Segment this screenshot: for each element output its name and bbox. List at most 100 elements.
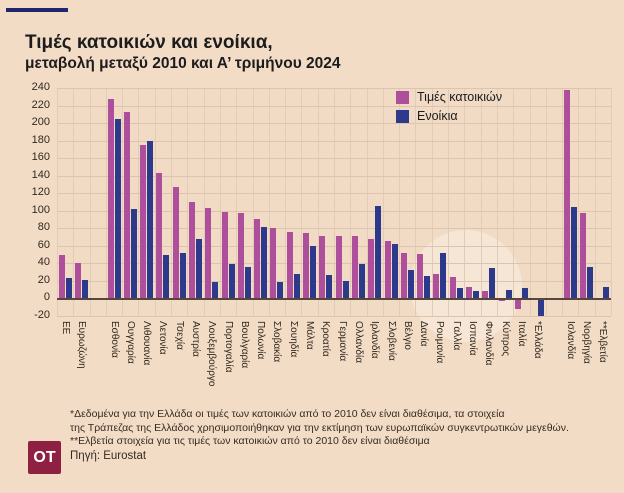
bar-house-Ισλανδία [564,90,570,299]
bar-rent-ΕΕ [66,278,72,298]
bar-house-Πολωνία [254,219,260,299]
bar-rent-Σλοβακία [277,282,283,299]
bar-rent-Ισπανία [473,291,479,298]
gridline-horizontal [57,158,611,159]
gridline-vertical [171,88,172,316]
gridline-vertical [562,88,563,316]
bar-rent-Γερμανία [343,281,349,299]
bar-rent-Ρουμανία [440,253,446,299]
gridline-vertical [415,88,416,316]
bar-rent-Βουλγαρία [245,267,251,299]
x-tick-label-Νορβηγία: Νορβηγία [581,321,593,364]
bar-house-Μάλτα [303,233,309,299]
gridline-vertical [318,88,319,316]
bar-house-Ισπανία [466,287,472,298]
gridline-vertical [350,88,351,316]
source-label: Πηγή: Eurostat [70,450,147,462]
bar-rent-Γαλλία [457,288,463,299]
gridline-vertical [367,88,368,316]
x-tick-label-Ουγγαρία: Ουγγαρία [124,321,136,364]
y-tick-label: 60 [37,238,50,251]
gridline-vertical [464,88,465,316]
bar-house-Δανία [417,254,423,299]
x-tick-label-Ολλανδία: Ολλανδία [352,321,364,363]
bar-rent-Κροατία [326,275,332,299]
y-tick-label: 200 [31,116,50,129]
gridline-vertical [155,88,156,316]
bar-house-Βουλγαρία [238,213,244,298]
y-tick-label: 240 [31,81,50,93]
bar-rent-**Ελβετία [603,287,609,298]
gridline-vertical [73,88,74,316]
gridline-vertical [90,88,91,316]
gridline-horizontal [57,176,611,177]
bar-house-Ουγγαρία [124,112,130,299]
x-tick-label-*Ελλάδα: *Ελλάδα [532,321,544,359]
gridline-horizontal [57,123,611,124]
bar-rent-Νορβηγία [587,267,593,299]
bar-rent-Λετονία [163,255,169,299]
bar-rent-Σλοβενία [392,244,398,298]
bar-rent-Αυστρία [196,239,202,299]
bar-house-Κροατία [319,236,325,298]
bar-house-Πορτογαλία [222,212,228,299]
bar-house-Γερμανία [336,236,342,298]
gridline-vertical [448,88,449,316]
x-tick-label-Τσεχία: Τσεχία [173,321,185,350]
zero-axis-line [57,298,611,300]
house-prices-swatch [396,90,409,104]
y-tick-label: 140 [31,168,50,181]
gridline-horizontal [57,211,611,212]
x-tick-label-Γερμανία: Γερμανία [336,321,348,362]
gridline-horizontal [57,193,611,194]
bar-house-Ιρλανδία [368,239,374,299]
bar-house-Ολλανδία [352,236,358,298]
x-tick-label-Λετονία: Λετονία [157,321,169,355]
gridline-vertical [57,88,58,316]
bar-house-Λετονία [156,173,162,298]
y-tick-label: 0 [43,291,50,304]
x-tick-label-Σλοβακία: Σλοβακία [271,321,283,363]
bar-rent-Λιθουανία [147,141,153,298]
gridline-horizontal [57,316,611,317]
y-tick-label: -20 [34,309,50,321]
gridline-vertical [383,88,384,316]
x-tick-label-ΕΕ: ΕΕ [59,321,71,335]
x-tick-label-Ισπανία: Ισπανία [467,321,478,356]
x-tick-label-Κροατία: Κροατία [320,321,332,357]
bar-rent-Κύπρος [506,290,512,299]
bar-house-Ρουμανία [433,274,439,299]
x-tick-label-Ιταλία: Ιταλία [515,321,527,347]
bar-rent-Βέλγιο [408,270,414,298]
gridline-vertical [530,88,531,316]
gridline-vertical [432,88,433,316]
x-tick-label-Μάλτα: Μάλτα [304,321,316,350]
x-tick-label-Πορτογαλία: Πορτογαλία [222,321,234,373]
gridline-vertical [106,88,107,316]
bar-rent-*Ελλάδα [538,298,544,316]
bar-house-Φινλανδία [482,291,488,299]
bar-house-Λουξεμβούργο [205,208,211,298]
footnote-switzerland: **Ελβετία στοιχεία για τις τιμές των κατ… [70,435,430,447]
x-tick-label-Ιρλανδία: Ιρλανδία [369,321,381,359]
bar-rent-Δανία [424,276,430,299]
bar-rent-Λουξεμβούργο [212,282,218,299]
gridline-vertical [595,88,596,316]
gridline-vertical [399,88,400,316]
bar-rent-Εσθονία [115,119,121,299]
y-tick-label: 80 [37,221,50,234]
y-tick-label: 180 [31,133,50,146]
bar-house-Σλοβενία [385,241,391,299]
x-tick-label-Ισλανδία: Ισλανδία [564,321,576,360]
x-tick-label-Βουλγαρία: Βουλγαρία [238,321,250,369]
gridline-vertical [611,88,612,316]
x-tick-label-Γαλλία: Γαλλία [450,321,462,351]
bar-rent-Ολλανδία [359,264,365,298]
bar-rent-Ευρωζώνη [82,280,88,298]
gridline-vertical [122,88,123,316]
gridline-vertical [204,88,205,316]
gridline-horizontal [57,141,611,142]
bar-rent-Ισλανδία [571,207,577,298]
gridline-vertical [301,88,302,316]
